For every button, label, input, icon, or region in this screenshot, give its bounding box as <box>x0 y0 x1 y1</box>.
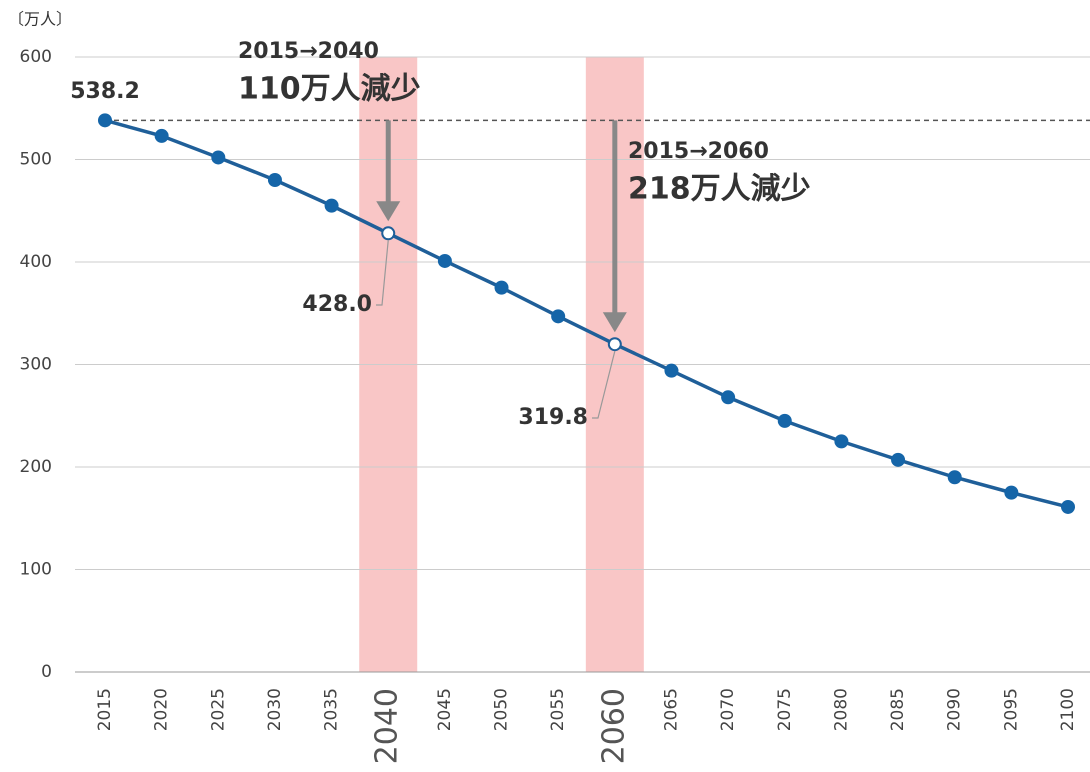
leader-line <box>376 240 389 306</box>
line <box>104 118 1069 509</box>
annotation: 2015→2060 <box>628 139 769 164</box>
arrow-head <box>376 201 401 222</box>
marker <box>1004 485 1019 500</box>
x-tick-label: 2040 <box>370 688 405 764</box>
x-tick-label: 2075 <box>775 688 795 731</box>
marker <box>607 337 622 352</box>
x-tick-label: 2060 <box>596 688 631 764</box>
x-tick-label: 2095 <box>1001 688 1021 731</box>
x-tick-label: 2080 <box>831 688 851 731</box>
x-tick-label: 2065 <box>661 688 681 731</box>
marker <box>664 363 679 378</box>
x-tick-label: 2035 <box>322 688 342 731</box>
x-tick-label: 2020 <box>152 688 172 731</box>
y-tick-label: 500 <box>20 150 52 170</box>
y-tick-label: 200 <box>20 457 52 477</box>
marker <box>154 128 169 143</box>
x-tick-label: 2070 <box>718 688 738 731</box>
x-tick-label: 2090 <box>945 688 965 731</box>
y-tick-label: 400 <box>20 252 52 272</box>
marker <box>211 150 226 165</box>
y-axis-label: 〔万人〕 <box>8 10 72 29</box>
annotation: 110万人減少 <box>238 72 421 107</box>
marker <box>891 452 906 467</box>
marker <box>777 413 792 428</box>
marker <box>551 309 566 324</box>
y-tick-label: 300 <box>20 355 52 375</box>
marker <box>834 434 849 449</box>
value-label: 319.8 <box>518 405 588 430</box>
arrow-head <box>602 312 627 333</box>
y-tick-label: 0 <box>41 662 52 682</box>
marker <box>437 253 452 268</box>
x-tick-label: 2030 <box>265 688 285 731</box>
marker <box>381 226 396 241</box>
marker <box>494 280 509 295</box>
annotation: 218万人減少 <box>628 172 811 207</box>
x-tick-label: 2085 <box>888 688 908 731</box>
y-tick-label: 100 <box>20 560 52 580</box>
marker <box>947 470 962 485</box>
marker <box>98 113 112 128</box>
x-tick-label: 2055 <box>548 688 568 731</box>
marker <box>721 390 736 405</box>
value-label: 538.2 <box>70 79 140 104</box>
marker <box>1061 499 1075 514</box>
x-tick-label: 2045 <box>435 688 455 731</box>
annotation: 2015→2040 <box>238 39 379 64</box>
marker <box>267 173 282 187</box>
value-label: 428.0 <box>302 292 372 317</box>
x-tick-label: 2015 <box>95 688 115 731</box>
x-tick-label: 2100 <box>1058 688 1078 731</box>
x-tick-label: 2025 <box>208 688 228 731</box>
leader-line <box>592 351 616 419</box>
y-tick-label: 600 <box>20 47 52 67</box>
marker <box>324 198 339 213</box>
x-tick-label: 2050 <box>492 688 512 731</box>
